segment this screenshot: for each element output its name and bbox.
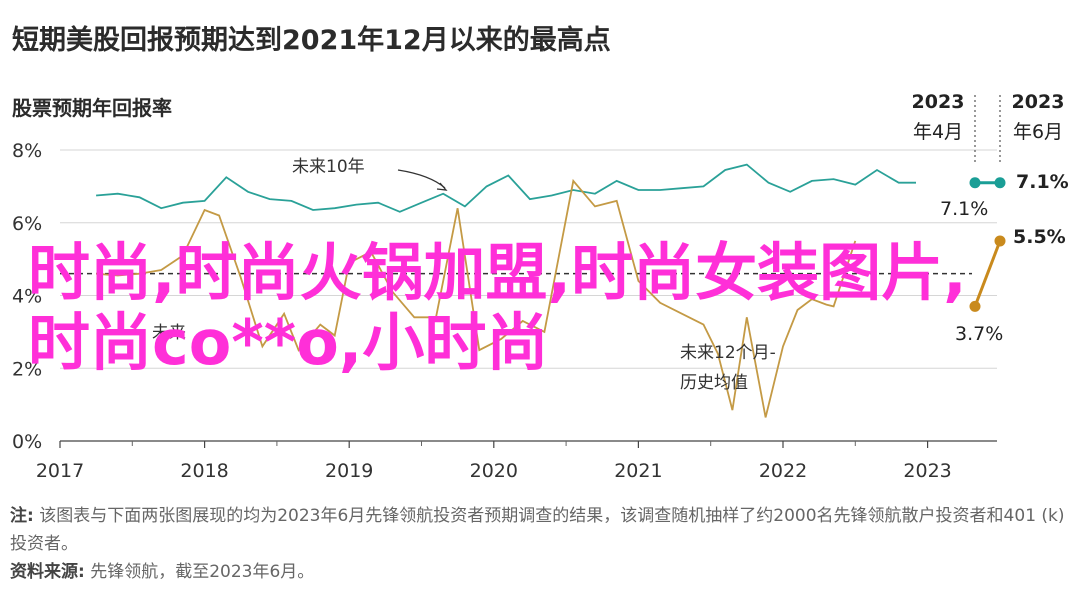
- chart-subtitle: 股票预期年回报率: [12, 96, 172, 120]
- point-10y-jun: [994, 177, 1006, 189]
- footnote: 注: 该图表与下面两张图展现的均为2023年6月先锋领航投资者预期调查的结果，该…: [10, 502, 1070, 586]
- year-label-jun: 2023: [1012, 91, 1065, 113]
- watermark-overlay: 时尚,时尚火锅加盟,时尚女装图片,时尚co**o,小时尚: [28, 236, 967, 379]
- year-label-apr: 2023: [912, 91, 965, 113]
- value-gold-end: 5.5%: [1013, 226, 1066, 248]
- arrow-10y: [397, 169, 446, 189]
- month-label-jun: 年6月: [1013, 121, 1063, 143]
- point-12m-jun: [994, 235, 1006, 247]
- series-line-10y: [96, 163, 916, 213]
- label-future-10y: 未来10年: [292, 157, 365, 177]
- y-tick-label: 8%: [12, 140, 42, 162]
- y-tick-label: 4%: [12, 286, 42, 308]
- month-label-apr: 年4月: [913, 121, 963, 143]
- value-teal-end: 7.1%: [1016, 171, 1069, 193]
- x-tick-label: 2021: [614, 460, 662, 482]
- point-12m-apr: [969, 300, 981, 312]
- line-chart: 0% 2% 4% 6% 8% 2017 2018 2019 2020 2021 2022 2023 未…: [12, 91, 1069, 482]
- label-12m: 未来12个月-: [680, 343, 776, 363]
- x-tick-label: 2022: [759, 460, 807, 482]
- x-tick-label: 2017: [36, 460, 84, 482]
- x-tick-label: 2018: [180, 460, 228, 482]
- source-line: 资料来源: 先锋领航，截至2023年6月。: [10, 558, 1070, 586]
- point-10y-apr: [969, 177, 981, 189]
- x-tick-label: 2023: [903, 460, 951, 482]
- label-short-term: 未来: [152, 323, 186, 343]
- chart-title: 短期美股回报预期达到2021年12月以来的最高点: [12, 25, 611, 56]
- highlight-segment-12m: [973, 240, 1002, 307]
- x-tick-label: 2020: [470, 460, 518, 482]
- note-text: 该图表与下面两张图展现的均为2023年6月先锋领航投资者预期调查的结果，该调查随…: [10, 506, 1065, 554]
- value-teal-start: 7.1%: [940, 198, 988, 220]
- y-tick-label: 0%: [12, 431, 42, 453]
- series-line-12m: [96, 178, 857, 418]
- source-label: 资料来源:: [10, 562, 85, 582]
- note-label: 注:: [10, 506, 34, 526]
- y-tick-label: 2%: [12, 358, 42, 380]
- value-gold-start: 3.7%: [955, 323, 1003, 345]
- note-line: 注: 该图表与下面两张图展现的均为2023年6月先锋领航投资者预期调查的结果，该…: [10, 502, 1070, 558]
- y-tick-label: 6%: [12, 213, 42, 235]
- label-hist-avg: 历史均值: [680, 373, 748, 393]
- source-text: 先锋领航，截至2023年6月。: [90, 562, 315, 582]
- arrow-head-10y: [436, 182, 448, 191]
- x-tick-label: 2019: [325, 460, 373, 482]
